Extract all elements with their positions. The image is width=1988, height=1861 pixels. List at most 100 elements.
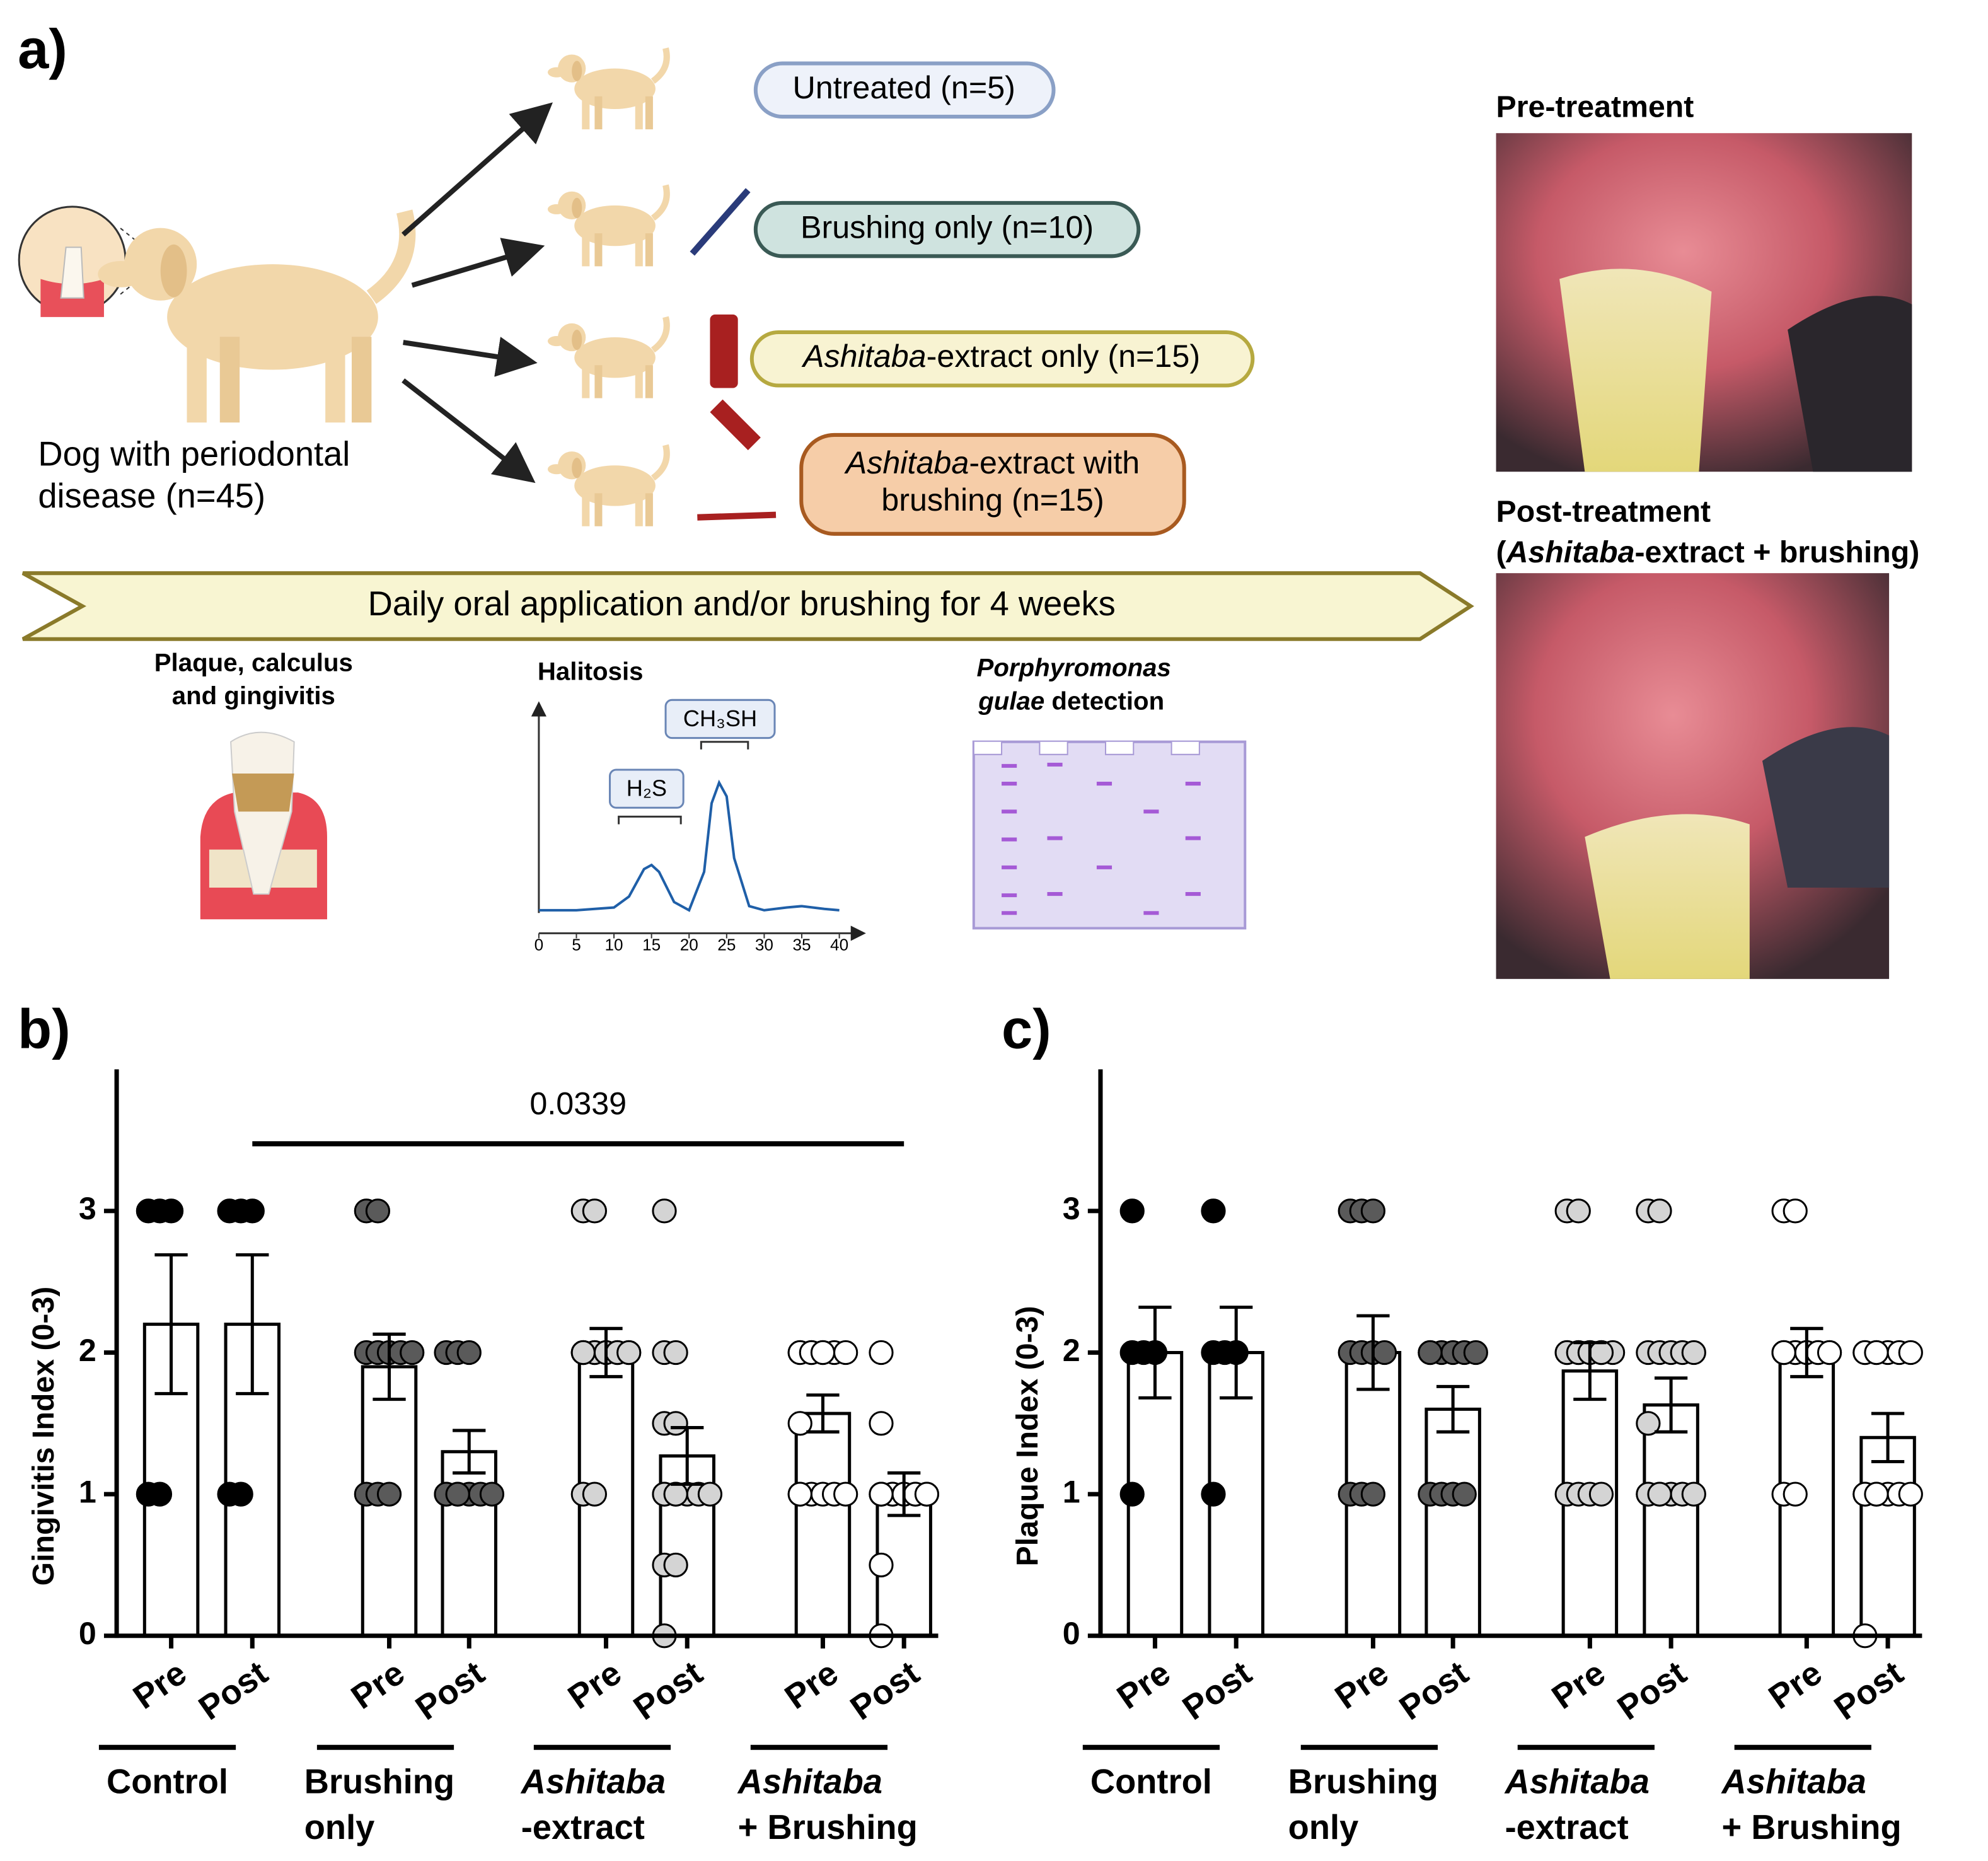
- chart-title: Halitosis: [538, 658, 644, 686]
- annotation-box: [609, 768, 685, 809]
- group-label: + Brushing: [1722, 1808, 1902, 1847]
- y-tick-label: 0: [79, 1615, 96, 1651]
- y-axis-label: Plaque Index (0-3): [1010, 1306, 1044, 1566]
- y-tick-label: 0: [1063, 1615, 1080, 1651]
- x-tick-label: Post: [843, 1654, 926, 1727]
- text: -extract with: [969, 444, 1140, 480]
- group-label: Brushing only (n=10): [800, 209, 1094, 245]
- x-tick-label: Post: [627, 1654, 709, 1727]
- panel-label: a): [18, 18, 67, 80]
- data-point: [158, 1198, 184, 1224]
- group-label: Ashitaba: [520, 1762, 666, 1800]
- dog-illustration: [18, 48, 667, 526]
- data-point: [1681, 1481, 1706, 1507]
- data-point: [582, 1198, 608, 1224]
- data-point: [810, 1340, 836, 1365]
- group-label: Ashitaba: [737, 1762, 882, 1800]
- annotation-box: [664, 699, 776, 739]
- data-point: [1452, 1481, 1477, 1507]
- annotation: CH₃SH: [683, 705, 757, 731]
- data-point: [663, 1481, 688, 1507]
- data-point: [869, 1340, 894, 1365]
- group-label: only: [1288, 1808, 1359, 1847]
- data-point: [1647, 1481, 1672, 1507]
- x-tick-label: Post: [1827, 1654, 1910, 1727]
- source-label: Dog with periodontal: [38, 434, 350, 473]
- y-tick-label: 1: [79, 1473, 96, 1509]
- italic-text: Ashitaba: [801, 339, 927, 374]
- data-point: [147, 1481, 173, 1507]
- data-point: [663, 1411, 688, 1436]
- group-label: Ashitaba-extract with: [844, 444, 1140, 480]
- timeline-banner: [21, 571, 1474, 641]
- y-tick-label: 3: [79, 1190, 96, 1226]
- data-point: [869, 1552, 894, 1578]
- group-label: only: [304, 1808, 375, 1847]
- group-label: Control: [1090, 1762, 1212, 1800]
- outcome-label: Plaque, calculus: [154, 649, 353, 677]
- bar: [441, 1450, 498, 1638]
- group-label: brushing (n=15): [881, 482, 1104, 518]
- data-point: [616, 1340, 642, 1365]
- data-point: [1418, 1340, 1443, 1365]
- data-point: [1119, 1198, 1145, 1224]
- data-point: [1588, 1340, 1614, 1365]
- data-point: [376, 1481, 402, 1507]
- x-tick-label: Post: [1392, 1654, 1475, 1727]
- group-pill: [799, 432, 1186, 536]
- x-tick-label: 30: [755, 935, 773, 954]
- data-point: [1864, 1340, 1889, 1365]
- x-tick-label: 5: [572, 935, 581, 954]
- panel-label: c): [1002, 998, 1051, 1060]
- outcome-label: Porphyromonas: [977, 654, 1171, 682]
- group-label: -extract: [1505, 1808, 1629, 1847]
- data-point: [400, 1340, 425, 1365]
- photo-label: Post-treatment: [1496, 494, 1711, 528]
- gel-illustration: [972, 740, 1247, 930]
- group-pill: [749, 330, 1255, 388]
- data-point: [663, 1340, 688, 1365]
- group-label: Untreated (n=5): [792, 69, 1015, 105]
- x-tick-label: Pre: [344, 1654, 412, 1717]
- data-point: [1636, 1411, 1661, 1436]
- tooth-illustration: [200, 731, 327, 920]
- p-value: 0.0339: [529, 1085, 627, 1121]
- text: detection: [1044, 687, 1164, 715]
- y-tick-label: 3: [1063, 1190, 1080, 1226]
- x-tick-label: Pre: [1110, 1654, 1177, 1717]
- photo-label: (Ashitaba-extract + brushing): [1496, 535, 1920, 569]
- data-point: [787, 1481, 812, 1507]
- data-point: [456, 1340, 482, 1365]
- photo-pre: [1496, 133, 1912, 472]
- data-point: [1681, 1340, 1706, 1365]
- source-label: disease (n=45): [38, 477, 265, 515]
- y-tick-label: 2: [1063, 1332, 1080, 1368]
- data-point: [1771, 1340, 1796, 1365]
- x-tick-label: 40: [830, 935, 848, 954]
- y-axis-label: Gingivitis Index (0-3): [26, 1287, 61, 1586]
- data-point: [787, 1411, 812, 1436]
- x-tick-label: 20: [680, 935, 698, 954]
- arrows: [402, 102, 553, 484]
- y-tick-label: 1: [1063, 1473, 1080, 1509]
- bar: [1859, 1435, 1916, 1638]
- data-point: [833, 1340, 858, 1365]
- italic-text: Ashitaba: [1506, 535, 1635, 569]
- x-tick-label: Pre: [1545, 1654, 1612, 1717]
- x-tick-label: Pre: [1328, 1654, 1396, 1717]
- data-point: [652, 1198, 677, 1224]
- x-tick-label: 35: [792, 935, 811, 954]
- bracket: [618, 815, 682, 825]
- data-point: [1201, 1481, 1226, 1507]
- x-tick-label: Pre: [561, 1654, 628, 1717]
- x-tick-label: Pre: [778, 1654, 845, 1717]
- data-point: [1463, 1340, 1488, 1365]
- data-point: [1360, 1198, 1386, 1224]
- icons: [690, 188, 777, 521]
- outcome-label: gulae detection: [978, 687, 1164, 715]
- group-label: Ashitaba-extract only (n=15): [801, 339, 1200, 374]
- x-tick-label: Post: [192, 1654, 274, 1727]
- data-point: [1588, 1481, 1614, 1507]
